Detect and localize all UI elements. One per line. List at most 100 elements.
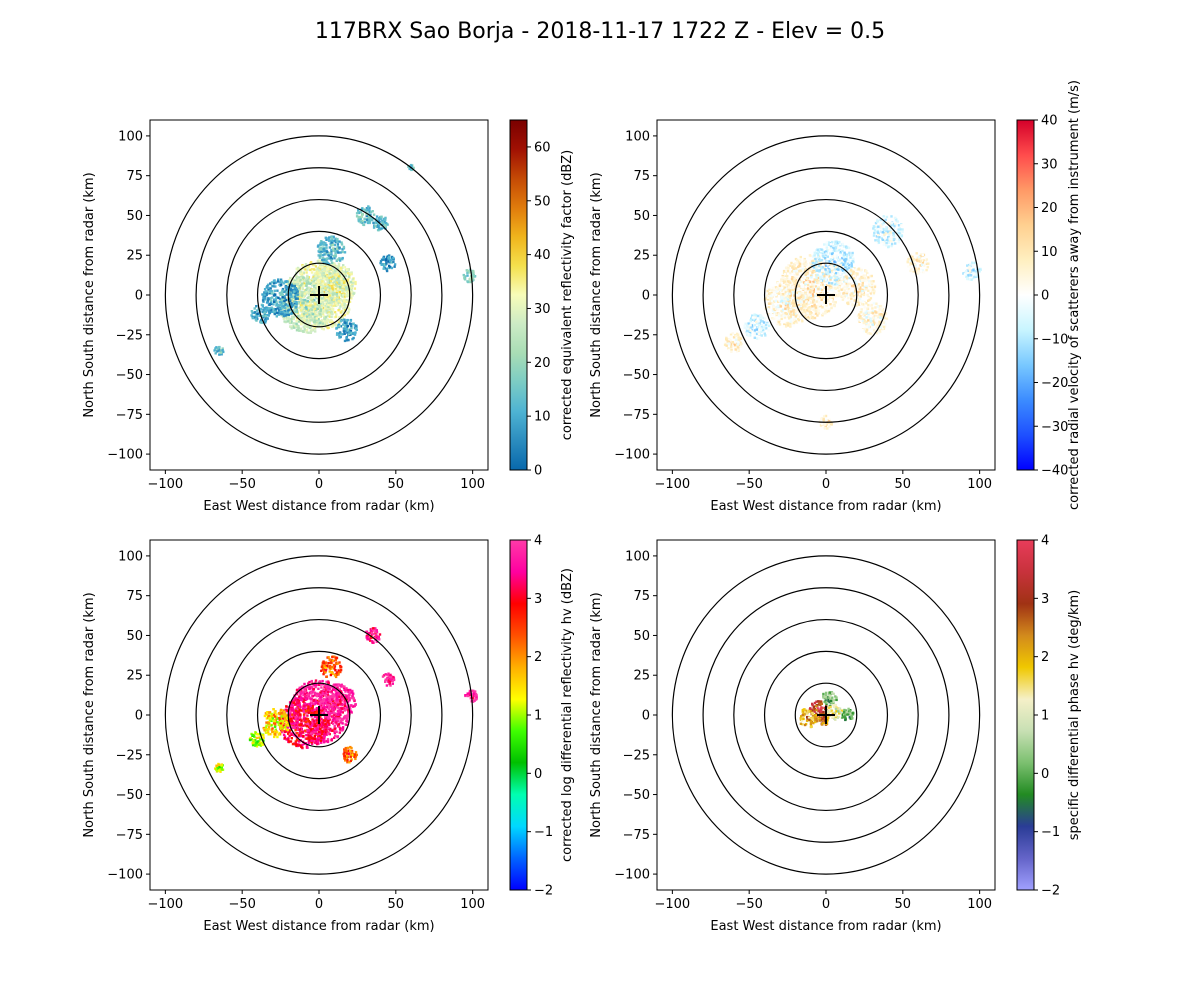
echo-pixel (786, 280, 790, 283)
echo-pixel (872, 288, 875, 291)
echo-pixel (818, 292, 821, 295)
echo-pixel (914, 267, 917, 270)
panel-reflectivity: −100 −50 0 50 100−100−75−50−250255075100East… (82, 119, 575, 514)
echo-pixel (776, 292, 779, 295)
echo-pixel (795, 307, 798, 310)
echo-pixel (767, 324, 771, 328)
echo-pixel (282, 282, 286, 285)
echo-pixel (341, 303, 344, 306)
echo-pixel (825, 418, 828, 422)
x-axis-label: East West distance from radar (km) (203, 499, 434, 514)
echo-pixel (828, 275, 832, 278)
echo-pixel (343, 289, 347, 292)
echo-pixel (327, 267, 330, 271)
echo-pixel (326, 250, 329, 254)
echo-pixel (770, 296, 774, 299)
echo-pixel (795, 287, 798, 291)
echo-pixel (314, 295, 317, 298)
echo-pixel (337, 285, 340, 288)
echo-pixel (799, 288, 803, 292)
echo-pixel (772, 317, 775, 320)
echo-pixel (846, 284, 849, 288)
echo-pixel (322, 308, 325, 312)
echo-pixel (861, 312, 865, 315)
echo-pixel (301, 287, 304, 290)
echo-pixel (263, 297, 267, 300)
echo-pixel (813, 270, 816, 273)
echo-pixel (900, 234, 904, 238)
colorbar-tick-label: 60 (534, 140, 551, 155)
echo-pixel (295, 310, 299, 314)
echo-pixel (305, 320, 308, 323)
echo-pixel (800, 280, 803, 283)
echo-pixel (292, 304, 295, 307)
echo-pixel (798, 278, 801, 281)
echo-pixel (804, 286, 808, 289)
echo-pixel (780, 282, 784, 285)
echo-pixel (837, 268, 840, 271)
echo-pixel (333, 296, 337, 300)
echo-pixel (813, 305, 816, 308)
echo-pixel (320, 291, 323, 294)
echo-pixel (853, 299, 856, 302)
echo-pixel (315, 280, 319, 283)
echo-pixel (794, 296, 798, 299)
echo-pixel (337, 289, 340, 292)
echo-pixel (824, 311, 827, 315)
echo-pixel (322, 320, 326, 323)
echo-pixel (371, 210, 374, 213)
echo-pixel (804, 264, 807, 267)
echo-pixel (342, 264, 345, 267)
echo-pixel (751, 314, 754, 317)
echo-pixel (336, 273, 340, 276)
echo-pixel (815, 249, 818, 252)
echo-pixel (785, 312, 788, 316)
echo-pixel (316, 282, 320, 285)
echo-pixel (877, 331, 881, 334)
echo-pixel (312, 289, 315, 292)
echo-pixel (306, 315, 309, 318)
echo-pixel (885, 215, 889, 219)
echo-pixel (893, 220, 896, 223)
echo-pixel (821, 254, 825, 257)
echo-pixel (965, 270, 968, 273)
echo-pixel (274, 308, 277, 311)
echo-cell (743, 313, 771, 341)
echo-pixel (839, 281, 842, 284)
echo-pixel (806, 272, 809, 276)
echo-pixel (255, 314, 259, 318)
echo-pixel (763, 326, 766, 329)
echo-pixel (335, 327, 338, 330)
echo-pixel (847, 266, 851, 270)
echo-pixel (322, 275, 325, 279)
echo-pixel (836, 271, 840, 275)
echo-pixel (848, 251, 851, 255)
echo-pixel (856, 299, 859, 302)
echo-pixel (379, 261, 382, 265)
echo-pixel (786, 303, 789, 307)
echo-pixel (791, 285, 794, 288)
echo-pixel (874, 316, 878, 319)
echo-pixel (783, 316, 787, 319)
echo-pixel (315, 301, 318, 304)
echo-pixel (875, 326, 878, 329)
echo-pixel (881, 231, 884, 234)
echo-pixel (783, 314, 786, 317)
echo-pixel (848, 263, 851, 267)
echo-pixel (856, 272, 859, 275)
echo-pixel (798, 294, 801, 297)
echo-pixel (305, 291, 308, 294)
echo-pixel (321, 266, 324, 269)
echo-pixel (755, 328, 759, 331)
x-axis-label: East West distance from radar (km) (710, 499, 941, 514)
echo-pixel (293, 301, 296, 305)
echo-pixel (912, 259, 915, 263)
echo-pixel (294, 306, 297, 309)
echo-pixel (773, 311, 776, 314)
echo-pixel (781, 292, 785, 296)
echo-pixel (311, 295, 315, 298)
echo-pixel (272, 279, 276, 283)
echo-pixel (855, 272, 858, 275)
echo-pixel (756, 314, 760, 318)
echo-pixel (270, 306, 273, 309)
